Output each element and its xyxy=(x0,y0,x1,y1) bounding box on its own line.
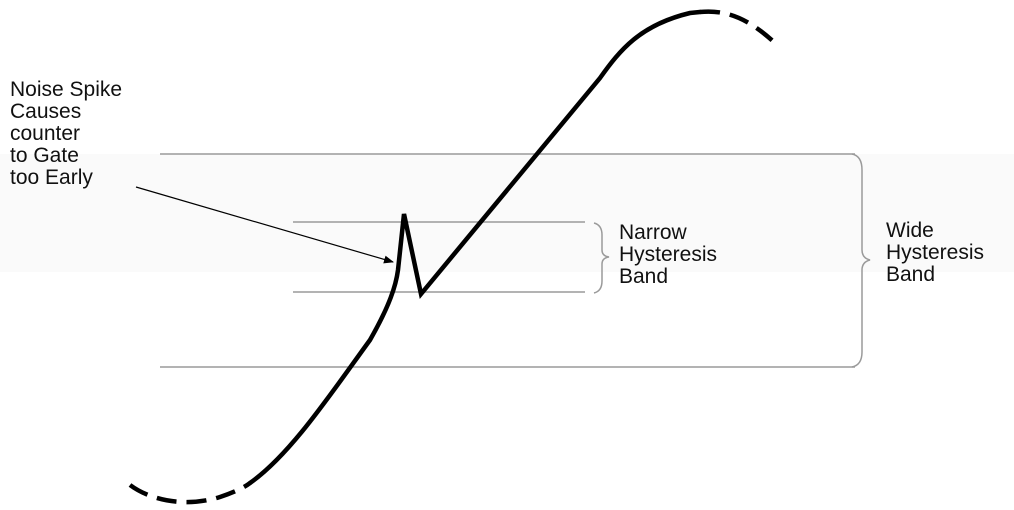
waveform-dashed-start xyxy=(128,481,252,505)
wide-band-label: Wide Hysteresis Band xyxy=(886,219,985,286)
waveform-dashed-end xyxy=(699,9,777,45)
wide-band-brace xyxy=(851,153,871,368)
noise-spike-label: Noise Spike Causes counter to Gate too E… xyxy=(10,78,123,189)
narrow-band-brace xyxy=(593,222,610,294)
noise-spike-arrow xyxy=(135,186,394,264)
narrow-band-label: Narrow Hysteresis Band xyxy=(619,221,718,288)
wide-band-shading xyxy=(0,154,1014,272)
waveform-signal xyxy=(247,9,703,486)
